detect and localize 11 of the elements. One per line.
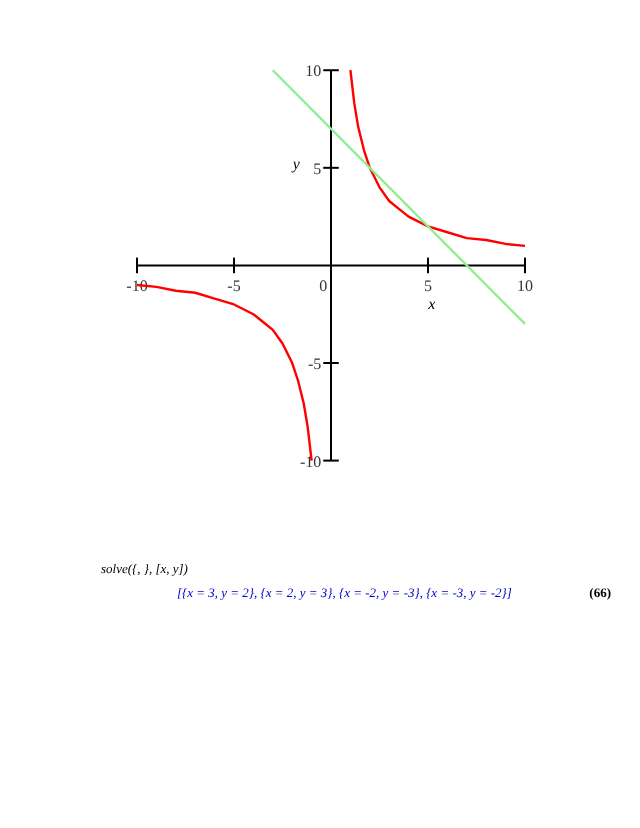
y-tick-label: -10 [299,452,322,471]
x-axis-title: x [426,294,437,313]
y-tick-label: -5 [307,355,322,374]
x-tick-label: 0 [319,277,328,296]
x-tick-label: -5 [227,277,241,296]
y-tick-label: 10 [305,62,322,81]
y-tick-label: 5 [313,159,322,178]
x-tick-label: 10 [517,277,534,296]
line-series [349,69,527,248]
x-tick-label: 5 [424,277,433,296]
y-axis-title: y [290,154,301,173]
